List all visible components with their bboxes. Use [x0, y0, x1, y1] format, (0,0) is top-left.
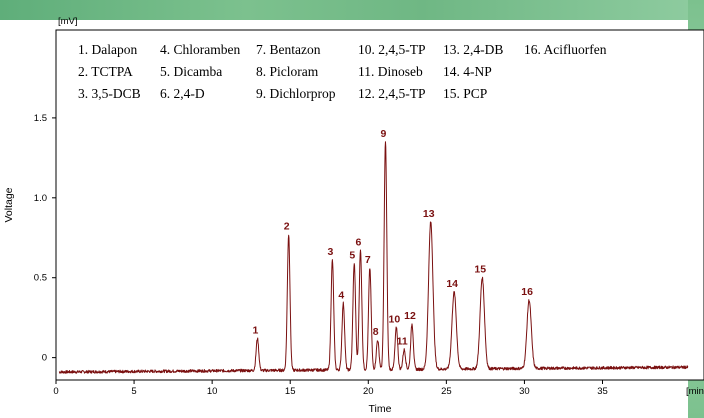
peak-label: 4	[338, 289, 344, 301]
peak-label: 3	[327, 246, 333, 258]
peak-label: 5	[349, 249, 355, 261]
x-tick-label: 35	[597, 386, 608, 397]
legend-entry: 7. Bentazon	[256, 42, 321, 57]
legend-entry: 3. 3,5-DCB	[78, 86, 141, 101]
signal-trace	[58, 141, 689, 374]
legend-entry: 11. Dinoseb	[358, 64, 423, 79]
peak-label: 11	[397, 336, 408, 348]
peak-label: 9	[381, 128, 387, 140]
legend-entry: 8. Picloram	[256, 64, 319, 79]
peak-label: 2	[284, 221, 290, 233]
legend-entry: 6. 2,4-D	[160, 86, 205, 101]
peak-label: 1	[253, 324, 259, 336]
legend-entry: 5. Dicamba	[160, 64, 222, 79]
peak-label: 13	[423, 208, 435, 220]
peak-label: 8	[373, 326, 379, 338]
peak-label: 12	[404, 310, 416, 322]
plot-area	[55, 29, 704, 381]
y-unit-label: [mV]	[58, 16, 78, 27]
peak-label: 10	[389, 313, 401, 325]
x-tick-label: 25	[441, 386, 452, 397]
y-axis-title: Voltage	[3, 187, 15, 222]
x-tick-label: 30	[519, 386, 530, 397]
peak-label: 15	[474, 264, 486, 276]
peak-label: 14	[446, 278, 458, 290]
compound-legend: 1. Dalapon 4. Chloramben 7. Bentazon 10. 2,…	[78, 42, 607, 101]
window-top-strip	[0, 0, 704, 20]
x-unit-label: [min]	[686, 386, 704, 397]
legend-entry: 16. Acifluorfen	[524, 42, 607, 57]
peak-label: 7	[365, 254, 371, 266]
tick-marks	[52, 117, 604, 384]
legend-entry: 10. 2,4,5-TP	[358, 42, 426, 57]
y-tick-label: 1.5	[34, 113, 47, 124]
legend-entry: 15. PCP	[443, 86, 487, 101]
peak-label: 6	[356, 237, 362, 249]
y-tick-label: 1.0	[34, 193, 47, 204]
x-tick-label: 0	[53, 386, 58, 397]
peak-label: 16	[521, 286, 533, 298]
legend-entry: 1. Dalapon	[78, 42, 137, 57]
legend-entry: 9. Dichlorprop	[256, 86, 336, 101]
x-tick-label: 20	[363, 386, 374, 397]
x-axis-title: Time	[369, 403, 392, 415]
legend-entry: 12. 2,4,5-TP	[358, 86, 426, 101]
signal-trace-group	[58, 141, 689, 374]
legend-entry: 2. TCTPA	[78, 64, 133, 79]
x-tick-label: 5	[131, 386, 136, 397]
legend-entry: 13. 2,4-DB	[443, 42, 503, 57]
legend-entry: 4. Chloramben	[160, 42, 240, 57]
y-tick-label: 0.5	[34, 273, 47, 284]
x-tick-label: 10	[207, 386, 218, 397]
y-tick-label: 0	[42, 353, 47, 364]
x-tick-label: 15	[285, 386, 296, 397]
legend-entry: 14. 4-NP	[443, 64, 492, 79]
